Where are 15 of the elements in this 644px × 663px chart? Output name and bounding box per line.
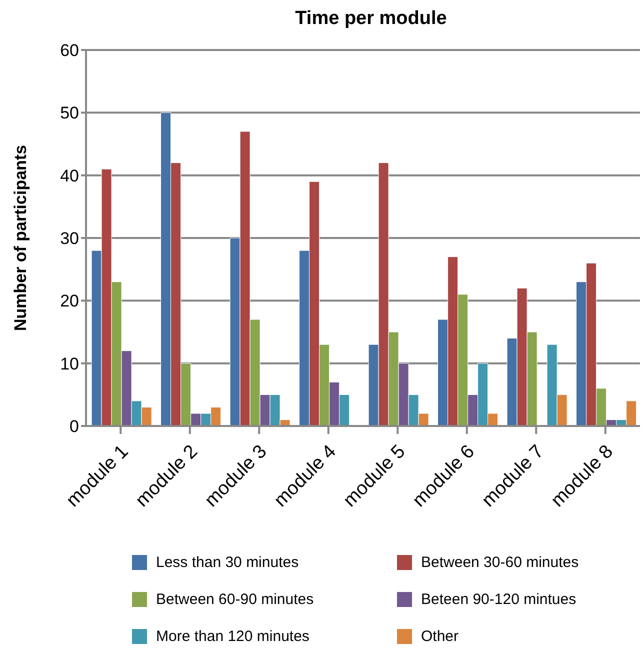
legend-label: Less than 30 minutes: [156, 554, 299, 571]
y-tick-label: 10: [60, 354, 79, 374]
legend-label: Between 30-60 minutes: [421, 554, 579, 571]
y-tick-label: 30: [60, 229, 79, 248]
y-tick-label: 20: [60, 292, 79, 311]
y-tick-label: 60: [60, 41, 79, 60]
legend-label: Other: [421, 628, 459, 645]
y-tick-label: 50: [60, 104, 79, 123]
y-axis-title: Number of participants: [11, 144, 30, 332]
y-tick-label: 0: [70, 417, 79, 436]
legend-label: Beteen 90-120 mintues: [421, 591, 576, 608]
chart-title: Time per module: [294, 8, 448, 30]
legend-label: Between 60-90 minutes: [156, 591, 314, 608]
legend-label: More than 120 minutes: [156, 628, 310, 645]
y-tick-label: 40: [60, 166, 79, 186]
